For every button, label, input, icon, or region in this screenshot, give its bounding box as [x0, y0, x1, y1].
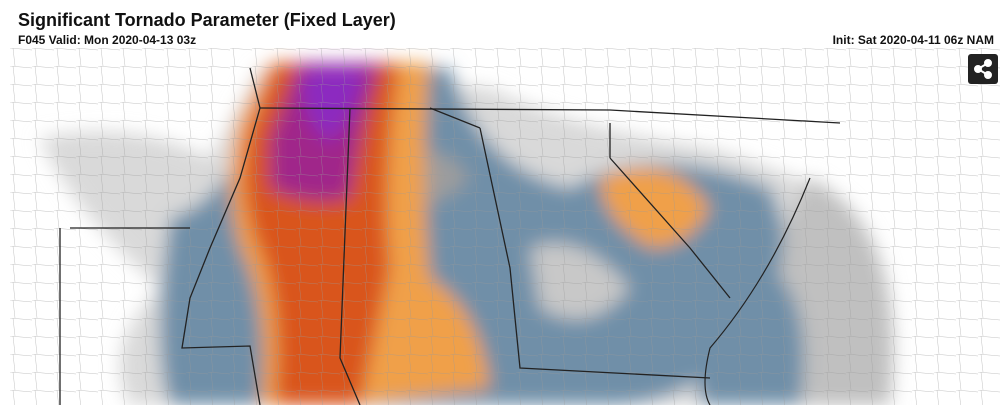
- share-button[interactable]: [968, 54, 998, 84]
- coastline: [704, 177, 811, 405]
- init-time: Init: Sat 2020-04-11 06z NAM: [832, 33, 994, 47]
- tornado-map: [10, 48, 1000, 405]
- county-lines: [10, 48, 1000, 405]
- map-title: Significant Tornado Parameter (Fixed Lay…: [18, 10, 396, 30]
- valid-time: F045 Valid: Mon 2020-04-13 03z: [18, 33, 197, 47]
- state-borders: [59, 67, 841, 405]
